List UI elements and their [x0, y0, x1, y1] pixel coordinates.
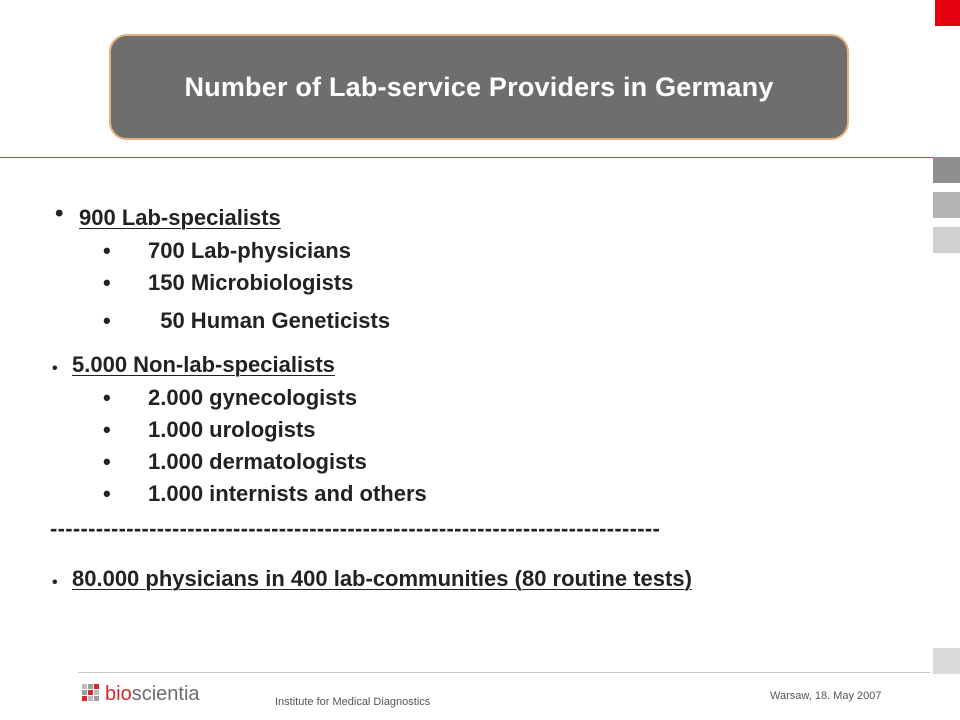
- slide-title: Number of Lab-service Providers in Germa…: [184, 71, 774, 102]
- bullet-sub: •: [103, 385, 111, 410]
- bullet-glyph: •: [52, 360, 58, 377]
- bullet-glyph: •: [55, 200, 64, 227]
- bullet-sub: •: [103, 238, 111, 263]
- bullet-summary: •: [52, 570, 58, 596]
- decor-gray-square-3: [933, 227, 960, 253]
- group-2-item-2: 1.000 urologists: [148, 417, 316, 442]
- decor-gray-square-4: [933, 648, 960, 674]
- bullet-sub: •: [103, 308, 111, 333]
- bullet-sub: •: [103, 481, 111, 506]
- accent-red-square: [935, 0, 960, 26]
- group-1-heading: 900 Lab-specialists: [79, 205, 281, 230]
- logo-scientia: scientia: [131, 683, 200, 705]
- group-2-item-4: 1.000 internists and others: [148, 481, 427, 506]
- group-1-item-2: 150 Microbiologists: [148, 270, 354, 295]
- decor-gray-square-2: [933, 192, 960, 218]
- bullet-sub: •: [103, 449, 111, 474]
- bullet-group-1: •: [55, 201, 63, 227]
- header-divider: [0, 157, 933, 158]
- institute-name: Institute for Medical Diagnostics: [275, 696, 431, 708]
- bullet-group-2: •: [52, 356, 58, 382]
- bullet-sub: •: [103, 417, 111, 442]
- logo-grid-icon: [82, 684, 102, 704]
- bullet-sub: •: [103, 270, 111, 295]
- summary-text: 80.000 physicians in 400 lab-communities…: [72, 566, 692, 591]
- decor-gray-square-1: [933, 157, 960, 183]
- group-2-item-1: 2.000 gynecologists: [148, 385, 358, 410]
- group-1-item-1: 700 Lab-physicians: [148, 238, 351, 263]
- place-date: Warsaw, 18. May 2007: [770, 690, 882, 702]
- group-2-heading: 5.000 Non-lab-specialists: [72, 352, 335, 377]
- dashed-separator: ----------------------------------------…: [50, 516, 661, 541]
- group-2-item-3: 1.000 dermatologists: [148, 449, 367, 474]
- group-1-item-3: 50 Human Geneticists: [148, 308, 391, 333]
- title-box: Number of Lab-service Providers in Germa…: [109, 34, 849, 140]
- bioscientia-logo: bioscientia: [82, 684, 200, 704]
- bullet-glyph: •: [52, 574, 58, 591]
- logo-bio: bio: [105, 683, 132, 705]
- logo-wordmark: bioscientia: [105, 684, 200, 704]
- footer-divider: [78, 672, 930, 673]
